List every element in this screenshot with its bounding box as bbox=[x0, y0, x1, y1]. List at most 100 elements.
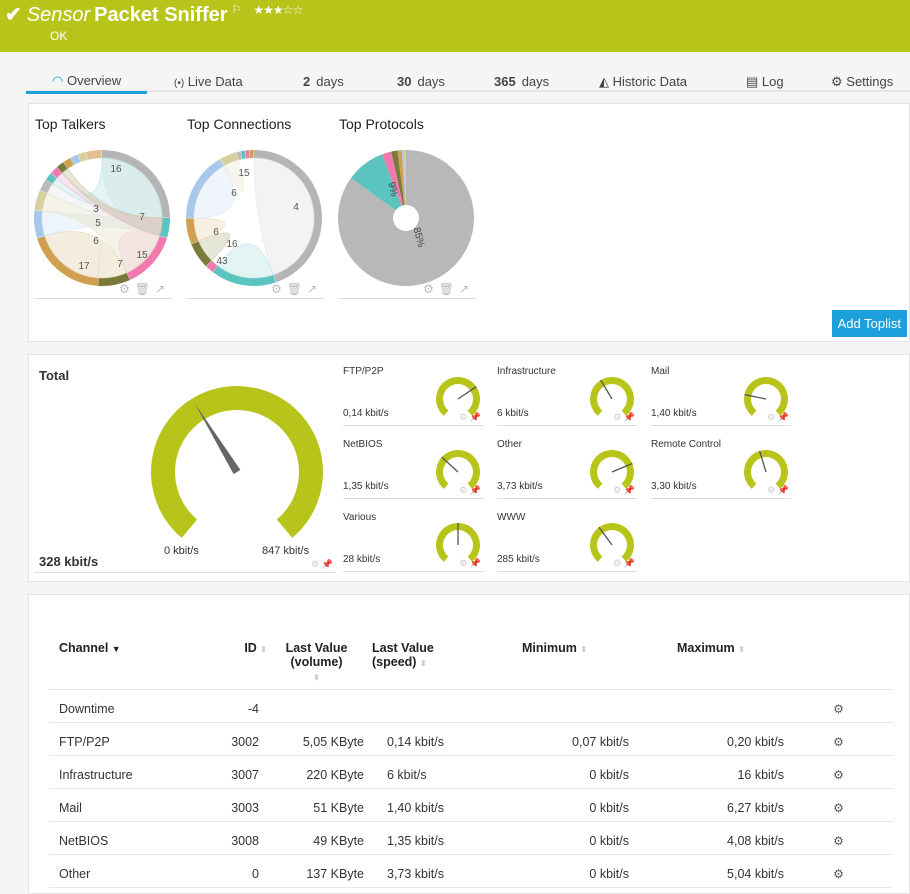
cell-id: 0 bbox=[199, 854, 269, 888]
pin-icon[interactable]: 📌 bbox=[469, 558, 481, 568]
settings-icon[interactable]: ⚙ bbox=[270, 282, 287, 296]
gauge-actions: ⚙ 📌 bbox=[311, 559, 333, 570]
tab-live-data[interactable]: (•) Live Data bbox=[174, 74, 243, 89]
cell-channel[interactable]: NetBIOS bbox=[49, 821, 199, 855]
tab-log[interactable]: ▤ Log bbox=[746, 74, 784, 90]
gauge-needle bbox=[611, 462, 633, 473]
pin-icon[interactable]: 📌 bbox=[469, 412, 481, 422]
cell-channel[interactable]: Infrastructure bbox=[49, 755, 199, 789]
table-row[interactable]: Infrastructure 3007 220 KByte 6 kbit/s 0… bbox=[49, 755, 893, 789]
chord-ribbon bbox=[193, 165, 235, 219]
top-talkers-chart: Top Talkers 16 7 3 5 6 17 7 15 ⚙🗑↗ bbox=[34, 104, 174, 299]
settings-icon[interactable]: ⚙ bbox=[459, 412, 468, 422]
settings-icon[interactable]: ⚙ bbox=[459, 485, 468, 495]
chord-label: 15 bbox=[136, 250, 148, 261]
chord-segment bbox=[85, 150, 102, 160]
pie-slice bbox=[401, 150, 406, 206]
gauge-mail: Mail 1,40 kbit/s ⚙ 📌 bbox=[651, 363, 791, 426]
pin-icon[interactable]: 📌 bbox=[777, 412, 789, 422]
channel-settings-icon[interactable]: ⚙ bbox=[784, 854, 893, 888]
col-channel[interactable]: Channel ▼ bbox=[49, 631, 199, 690]
chord-segment bbox=[186, 218, 199, 245]
pie-label: 85% bbox=[411, 226, 427, 248]
table-row[interactable]: Mail 3003 51 KByte 1,40 kbit/s 0 kbit/s … bbox=[49, 788, 893, 822]
priority-stars[interactable]: ★★★☆☆ bbox=[253, 3, 303, 17]
settings-icon[interactable]: ⚙ bbox=[459, 558, 468, 568]
tab-settings[interactable]: ⚙ Settings bbox=[831, 74, 893, 90]
gauge-value: 1,35 kbit/s bbox=[343, 481, 389, 492]
settings-icon[interactable]: ⚙ bbox=[767, 485, 776, 495]
col-last-value-volume[interactable]: Last Value (volume) ⬍ bbox=[269, 631, 364, 690]
chart-actions: ⚙🗑↗ bbox=[423, 282, 474, 296]
col-minimum[interactable]: Minimum ⬍ bbox=[474, 631, 629, 690]
cell-channel[interactable]: Mail bbox=[49, 788, 199, 822]
settings-icon[interactable]: ⚙ bbox=[613, 485, 622, 495]
col-maximum[interactable]: Maximum ⬍ bbox=[629, 631, 784, 690]
tab-historic-data[interactable]: ◭ Historic Data bbox=[599, 74, 687, 90]
gauge-value: 3,30 kbit/s bbox=[651, 481, 697, 492]
channel-settings-icon[interactable]: ⚙ bbox=[784, 755, 893, 789]
total-min: 0 kbit/s bbox=[164, 545, 199, 557]
chord-ribbon bbox=[44, 231, 128, 279]
gauge-value: 28 kbit/s bbox=[343, 554, 381, 565]
channel-settings-icon[interactable]: ⚙ bbox=[784, 821, 893, 855]
cell-channel[interactable]: Other bbox=[49, 854, 199, 888]
tab-label: Live Data bbox=[187, 74, 243, 89]
gauge-arc bbox=[590, 377, 634, 416]
pin-icon[interactable]: 📌 bbox=[777, 485, 789, 495]
gauge-actions: ⚙ 📌 bbox=[613, 558, 635, 569]
table-row[interactable]: NetBIOS 3008 49 KByte 1,35 kbit/s 0 kbit… bbox=[49, 821, 893, 855]
table-row[interactable]: FTP/P2P 3002 5,05 KByte 0,14 kbit/s 0,07… bbox=[49, 722, 893, 756]
gauge-needle bbox=[441, 456, 459, 473]
tab-30-days[interactable]: 30 days bbox=[397, 74, 445, 89]
pin-icon[interactable]: 📌 bbox=[321, 559, 333, 569]
chord-segment bbox=[249, 150, 254, 159]
pie-slice bbox=[403, 150, 406, 206]
trash-icon[interactable]: 🗑 bbox=[134, 282, 155, 296]
cell-speed: 1,35 kbit/s bbox=[364, 821, 474, 855]
settings-icon[interactable]: ⚙ bbox=[422, 282, 439, 296]
tab-label: days bbox=[417, 74, 445, 89]
sort-icon: ⬍ bbox=[738, 645, 745, 654]
pin-icon[interactable]: 📌 bbox=[623, 558, 635, 568]
settings-icon[interactable]: ⚙ bbox=[118, 282, 135, 296]
cell-channel[interactable]: FTP/P2P bbox=[49, 722, 199, 756]
sensor-title-row: ✔ Sensor Packet Sniffer ⚐ ★★★☆☆ bbox=[5, 3, 303, 27]
gauge-needle bbox=[744, 393, 767, 400]
gauge-value: 3,73 kbit/s bbox=[497, 481, 543, 492]
chart-actions: ⚙🗑↗ bbox=[271, 282, 322, 296]
col-id[interactable]: ID ⬍ bbox=[199, 631, 269, 690]
external-link-icon[interactable]: ↗ bbox=[154, 282, 170, 296]
settings-icon[interactable]: ⚙ bbox=[613, 412, 622, 422]
total-value: 328 kbit/s bbox=[39, 554, 99, 569]
cell-channel[interactable]: Downtime bbox=[49, 689, 199, 723]
tab-365-days[interactable]: 365 days bbox=[494, 74, 549, 89]
trash-icon[interactable]: 🗑 bbox=[286, 282, 307, 296]
channel-settings-icon[interactable]: ⚙ bbox=[784, 689, 893, 723]
pin-icon[interactable]: 📌 bbox=[469, 485, 481, 495]
gauge-needle bbox=[759, 450, 767, 473]
table-row[interactable]: Other 0 137 KByte 3,73 kbit/s 0 kbit/s 5… bbox=[49, 854, 893, 888]
trash-icon[interactable]: 🗑 bbox=[438, 282, 459, 296]
add-toplist-button[interactable]: Add Toplist bbox=[831, 310, 907, 337]
tab-overview[interactable]: ◠ Overview bbox=[26, 73, 148, 94]
col-last-value-speed[interactable]: Last Value (speed) ⬍ bbox=[364, 631, 474, 690]
channel-settings-icon[interactable]: ⚙ bbox=[784, 788, 893, 822]
pin-icon[interactable]: 📌 bbox=[623, 412, 635, 422]
table-row[interactable]: Downtime -4 ⚙ bbox=[49, 689, 893, 723]
chord-segment bbox=[240, 150, 246, 160]
gauge-actions: ⚙ 📌 bbox=[767, 485, 789, 496]
settings-icon[interactable]: ⚙ bbox=[311, 559, 320, 569]
external-link-icon[interactable]: ↗ bbox=[306, 282, 322, 296]
tab-2-days[interactable]: 2 days bbox=[303, 74, 344, 89]
chart-actions: ⚙🗑↗ bbox=[119, 282, 170, 296]
channel-settings-icon[interactable]: ⚙ bbox=[784, 722, 893, 756]
settings-icon[interactable]: ⚙ bbox=[767, 412, 776, 422]
external-link-icon[interactable]: ↗ bbox=[458, 282, 474, 296]
pin-icon[interactable]: 📌 bbox=[623, 485, 635, 495]
settings-icon[interactable]: ⚙ bbox=[613, 558, 622, 568]
gauge-arc bbox=[744, 450, 788, 489]
flag-icon[interactable]: ⚐ bbox=[231, 4, 242, 16]
chord-label: 6 bbox=[93, 236, 99, 247]
tab-label: days bbox=[521, 74, 550, 89]
